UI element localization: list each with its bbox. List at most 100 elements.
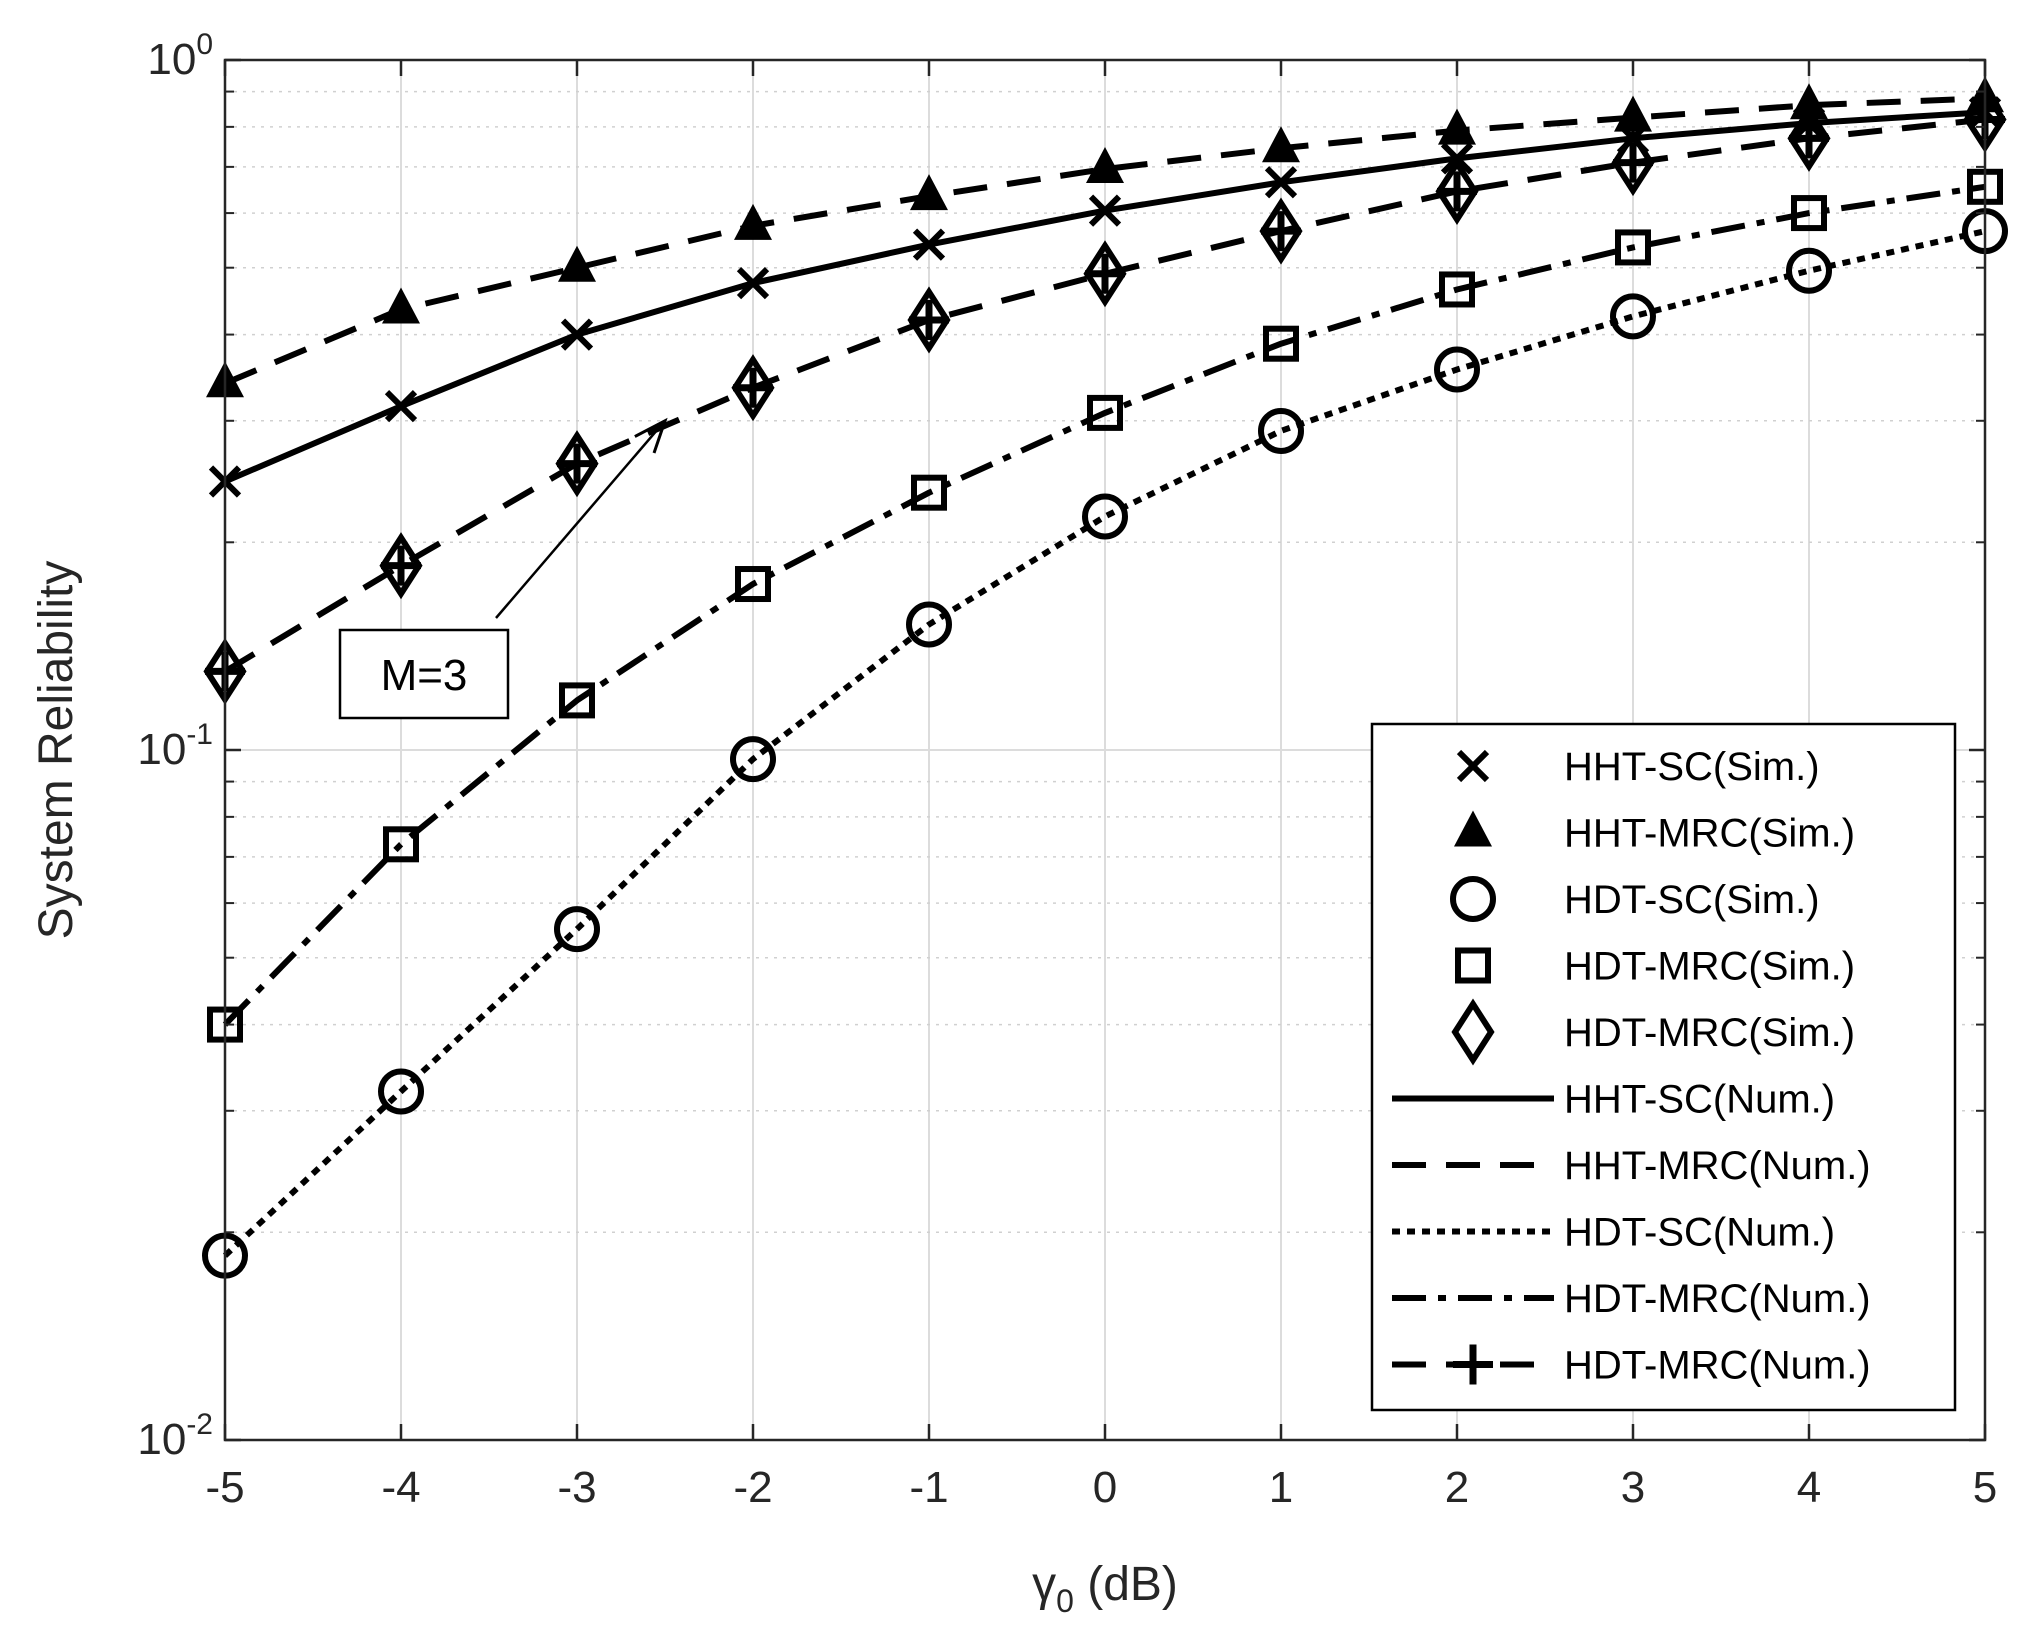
y-axis-label: System Reliability — [30, 561, 83, 940]
series-1-marker-shape — [910, 174, 948, 211]
series-0-marker-stroke — [1088, 194, 1122, 227]
series-3-marker — [559, 682, 595, 719]
series-3-marker-shape — [911, 474, 947, 511]
series-4-plus-marker — [1613, 142, 1653, 183]
series-2-marker-shape — [1082, 493, 1128, 540]
legend-marker — [1455, 947, 1491, 984]
legend-label: HHT-MRC(Sim.) — [1564, 812, 1855, 856]
series-1-marker — [910, 174, 948, 211]
legend-marker — [1453, 1344, 1493, 1385]
series-line-3 — [222, 183, 1986, 1027]
series-4-marker — [731, 354, 775, 422]
series-1-marker-shape — [1086, 147, 1124, 184]
series-4-plus-marker — [733, 367, 773, 408]
series-4-marker — [1083, 240, 1127, 308]
series-4-marker — [1259, 197, 1303, 265]
series-2-marker-shape — [1434, 346, 1480, 393]
series-line-4 — [223, 116, 1986, 674]
series-4-plus-marker — [1437, 171, 1477, 212]
series-4-marker — [1435, 157, 1479, 225]
series-3-marker — [1615, 229, 1651, 266]
series-4-plus-marker — [381, 545, 421, 586]
series-0-marker — [736, 266, 770, 300]
legend-marker-shape — [1451, 998, 1495, 1066]
x-tick-label: -1 — [909, 1463, 948, 1512]
annotation-arrowhead — [634, 417, 668, 454]
series-4-marker — [555, 430, 599, 498]
series-3-marker-shape — [1263, 325, 1299, 362]
annotation-box — [338, 628, 510, 720]
series-2-marker — [1258, 407, 1304, 454]
legend-entry-6: HHT-MRC(Num.) — [1392, 1144, 1871, 1188]
y-tick-label: 10-1 — [137, 718, 213, 774]
series-0-marker — [384, 390, 418, 423]
legend-marker — [1454, 810, 1492, 847]
series-2-marker-shape — [1786, 247, 1832, 294]
legend-marker-shape — [1455, 947, 1491, 984]
series-1-marker — [1262, 126, 1300, 163]
legend-entry-1: HHT-MRC(Sim.) — [1454, 810, 1855, 856]
x-axis-label: γ0 (dB) — [1032, 1558, 1178, 1619]
series-4-plus-marker — [1789, 118, 1829, 159]
series-2-marker-shape — [730, 736, 776, 783]
series-2-marker — [1434, 346, 1480, 393]
series-2-marker-shape — [554, 906, 600, 953]
series-3-marker — [1263, 325, 1299, 362]
series-3-marker-shape — [735, 566, 771, 603]
series-4-plus-marker — [557, 443, 597, 484]
legend-entry-5: HHT-SC(Num.) — [1392, 1078, 1835, 1122]
series-3-marker — [1087, 394, 1123, 431]
y-tick-exponent: -2 — [186, 1408, 213, 1441]
series-3-marker-shape — [559, 682, 595, 719]
series-4-marker-shape — [1083, 240, 1127, 308]
series-1-marker — [1086, 147, 1124, 184]
series-1-marker-shape — [734, 203, 772, 240]
series-0-marker — [1088, 194, 1122, 227]
series-1-marker-shape — [558, 245, 596, 282]
y-tick-base: 10 — [147, 35, 196, 84]
series-4-marker-shape — [1787, 104, 1831, 172]
y-tick-label: 10-2 — [137, 1408, 213, 1464]
series-2-marker — [554, 906, 600, 953]
series-4-marker-shape — [731, 354, 775, 422]
legend-entry-3: HDT-MRC(Sim.) — [1455, 945, 1855, 989]
x-tick-label: -2 — [733, 1463, 772, 1512]
x-tick-label: 5 — [1973, 1463, 1997, 1512]
y-tick-base: 10 — [137, 1415, 186, 1464]
series-1-marker — [1614, 95, 1652, 132]
series-1-marker-shape — [1438, 108, 1476, 145]
series-1-marker-shape — [1614, 95, 1652, 132]
series-3-marker — [1439, 271, 1475, 308]
series-2-marker — [1786, 247, 1832, 294]
legend-marker-stroke — [1456, 749, 1490, 783]
x-tick-label: -5 — [205, 1463, 244, 1512]
legend-marker — [1451, 998, 1495, 1066]
series-3-marker-shape — [1439, 271, 1475, 308]
legend-entry-9: HDT-MRC(Num.) — [1392, 1344, 1871, 1388]
legend-label: HDT-SC(Sim.) — [1564, 878, 1820, 922]
series-2-marker — [1082, 493, 1128, 540]
series-1-marker — [1790, 83, 1828, 120]
series-0-marker-stroke — [560, 318, 594, 351]
series-1-marker — [1438, 108, 1476, 145]
series-1-marker — [382, 287, 420, 324]
series-3-marker — [911, 474, 947, 511]
series-4-marker-shape — [1435, 157, 1479, 225]
legend-label: HDT-MRC(Num.) — [1564, 1277, 1871, 1321]
series-0-marker-stroke — [384, 390, 418, 423]
series-4-plus-marker — [909, 299, 949, 340]
legend-label: HDT-SC(Num.) — [1564, 1211, 1835, 1255]
legend-label: HDT-MRC(Sim.) — [1564, 945, 1855, 989]
annotation-label: M=3 — [381, 651, 468, 700]
x-axis-label-subscript: 0 — [1056, 1583, 1074, 1619]
x-axis-label-symbol: γ — [1032, 1558, 1056, 1611]
x-tick-label: 1 — [1269, 1463, 1293, 1512]
series-4-plus-marker — [1261, 211, 1301, 252]
series-3-marker-shape — [383, 826, 419, 863]
x-tick-label: -4 — [381, 1463, 420, 1512]
series-0-marker — [912, 228, 946, 261]
legend-label: HHT-SC(Num.) — [1564, 1078, 1835, 1122]
